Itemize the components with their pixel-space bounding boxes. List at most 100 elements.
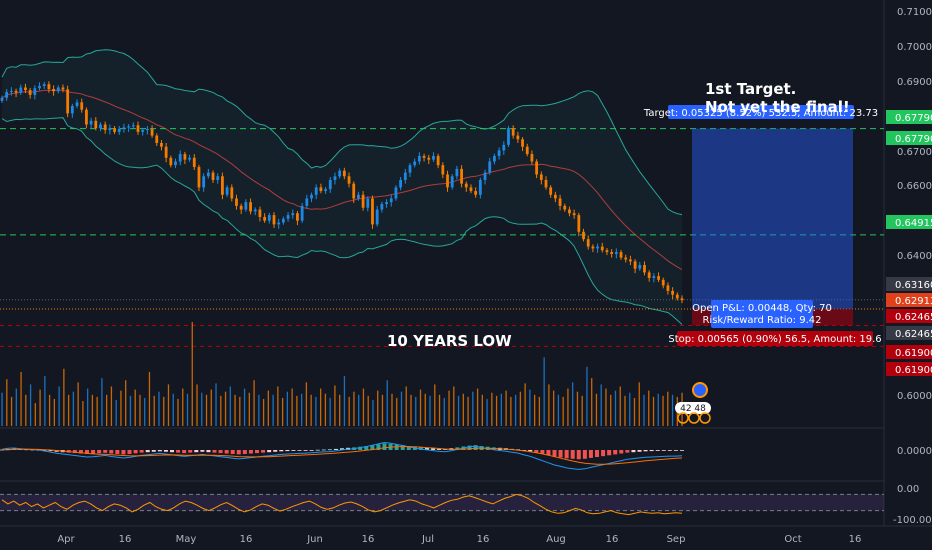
volume-bar — [153, 395, 155, 426]
macd-bar — [212, 450, 217, 453]
volume-bar — [144, 397, 146, 426]
macd-bar — [680, 450, 684, 451]
candle — [577, 215, 581, 232]
candle — [324, 189, 327, 192]
event-icon[interactable] — [692, 382, 708, 398]
price-pane[interactable] — [0, 0, 884, 428]
position-tool[interactable] — [692, 128, 853, 326]
candle — [417, 155, 421, 162]
volume-bar — [491, 392, 493, 426]
candle — [553, 194, 557, 199]
macd-bar — [552, 450, 557, 457]
volume-bar — [624, 395, 626, 426]
macd-bar — [582, 450, 587, 459]
price-axis[interactable] — [884, 0, 932, 550]
target-zone[interactable] — [692, 128, 853, 309]
candle — [647, 272, 651, 278]
candle — [591, 246, 595, 249]
macd-bar — [333, 448, 338, 450]
candle — [169, 157, 173, 166]
candle — [441, 165, 445, 175]
candle — [333, 176, 337, 180]
macd-bar — [133, 450, 138, 454]
svg-text:Risk/Reward Ratio: 9.42: Risk/Reward Ratio: 9.42 — [702, 315, 821, 326]
event-icon[interactable] — [677, 412, 689, 424]
volume-bar — [172, 393, 174, 426]
volume-bar — [129, 395, 132, 426]
candles — [0, 81, 684, 304]
candle — [568, 209, 571, 214]
x-tick-label: 16 — [477, 534, 490, 545]
candle — [249, 202, 252, 212]
volume-bar — [253, 380, 255, 426]
candle — [549, 187, 553, 195]
x-tick-label: 16 — [119, 534, 132, 545]
candle — [188, 157, 191, 160]
candle — [5, 91, 9, 98]
event-count-badge[interactable] — [675, 402, 711, 414]
axis-labels: 0.710000.700000.690000.680000.670000.660… — [57, 7, 932, 545]
volume-bar — [671, 394, 674, 426]
candle — [14, 90, 18, 93]
volume-bar — [39, 389, 41, 426]
macd-bar — [540, 450, 545, 454]
volume-bar — [272, 394, 274, 426]
event-badges[interactable]: 42 48 — [675, 382, 711, 424]
volume-bar — [514, 394, 517, 426]
volume-bar — [419, 389, 422, 426]
macd-bar — [188, 450, 193, 453]
volume-bar — [381, 394, 384, 426]
target-title-line1: 1st Target. — [705, 80, 796, 98]
candle — [281, 218, 285, 223]
candle — [141, 130, 145, 132]
candle — [600, 246, 604, 251]
macd-bar — [588, 450, 593, 458]
volume-bar — [505, 390, 507, 426]
moving-average — [1, 89, 683, 271]
volume-bar — [67, 394, 70, 426]
volume-bar — [434, 384, 436, 426]
bollinger-fill — [2, 49, 682, 325]
volume-bar — [1, 392, 3, 426]
candle — [671, 290, 675, 295]
volume-bar — [201, 392, 203, 426]
macd-bar — [224, 450, 229, 454]
macd-bar — [406, 446, 411, 450]
candle — [314, 187, 318, 195]
volume-bar — [657, 393, 659, 426]
volume-bar — [291, 388, 293, 426]
volume-bar — [548, 384, 550, 426]
candle — [342, 170, 346, 177]
volume-bar — [267, 390, 269, 426]
candle — [263, 216, 267, 221]
macd-bar — [230, 450, 235, 454]
candle — [666, 285, 670, 291]
candle — [535, 161, 539, 175]
candle — [94, 120, 98, 129]
volume-bar — [557, 394, 560, 426]
macd-pane[interactable] — [0, 428, 884, 480]
candle — [155, 135, 159, 143]
event-icon[interactable] — [699, 412, 711, 424]
x-tick-label: 16 — [240, 534, 253, 545]
macd-bar — [42, 450, 47, 451]
volume-bar — [286, 391, 289, 426]
event-icon[interactable] — [688, 412, 700, 424]
volume-bar — [396, 397, 398, 426]
volume-bar — [96, 396, 98, 426]
candle — [202, 176, 206, 188]
volume-bar — [77, 382, 79, 426]
macd-bar — [595, 450, 599, 458]
volume-bar — [362, 388, 365, 426]
candle — [239, 205, 243, 210]
macd-bar — [358, 446, 363, 450]
candle — [610, 252, 614, 254]
candle — [605, 250, 609, 253]
y-tick-label: 0.60000 — [897, 391, 932, 402]
